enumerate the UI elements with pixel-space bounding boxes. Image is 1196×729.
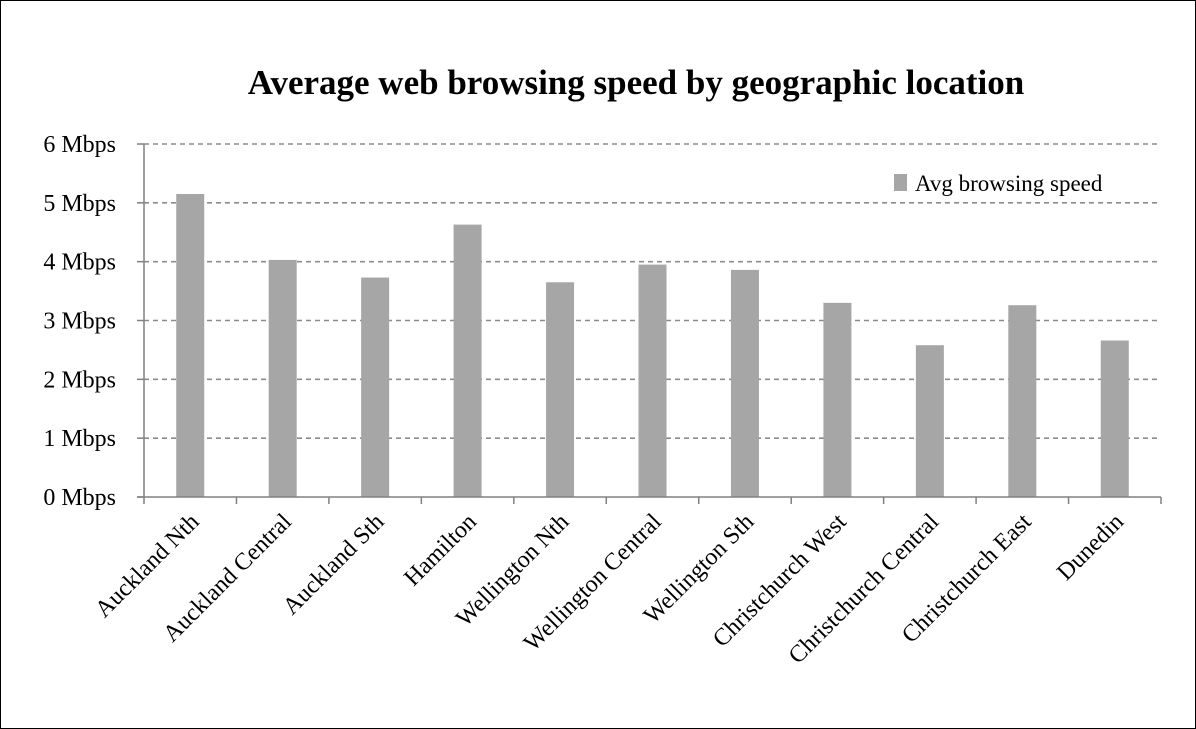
y-tick-label: 2 Mbps (43, 367, 116, 393)
bar (453, 224, 482, 497)
y-tick-label: 0 Mbps (43, 485, 116, 511)
y-tick-label: 1 Mbps (43, 426, 116, 452)
legend: Avg browsing speed (894, 171, 1103, 196)
legend-label: Avg browsing speed (915, 171, 1103, 196)
bar (1008, 305, 1037, 497)
legend-swatch (894, 174, 907, 191)
bar (268, 259, 297, 497)
y-tick-label: 6 Mbps (43, 132, 116, 158)
bar (638, 264, 667, 497)
bars (176, 194, 1129, 497)
bar (176, 194, 205, 497)
bar (361, 277, 390, 497)
bar (730, 269, 759, 497)
y-tick-label: 3 Mbps (43, 309, 116, 335)
bar (823, 302, 852, 497)
x-tick-label: Christchurch Central (784, 509, 944, 669)
y-axis-ticks: 0 Mbps 1 Mbps 2 Mbps 3 Mbps 4 Mbps 5 Mbps 6 Mb… (43, 132, 144, 511)
chart-title: Average web browsing speed by geographic… (247, 63, 1025, 102)
y-tick-label: 4 Mbps (43, 250, 116, 276)
x-tick-label: Dunedin (1052, 509, 1129, 586)
bar (915, 345, 944, 497)
bar (546, 282, 575, 497)
y-tick-label: 5 Mbps (43, 191, 116, 217)
bar (1100, 340, 1129, 497)
x-tick-label: Hamilton (399, 509, 481, 591)
